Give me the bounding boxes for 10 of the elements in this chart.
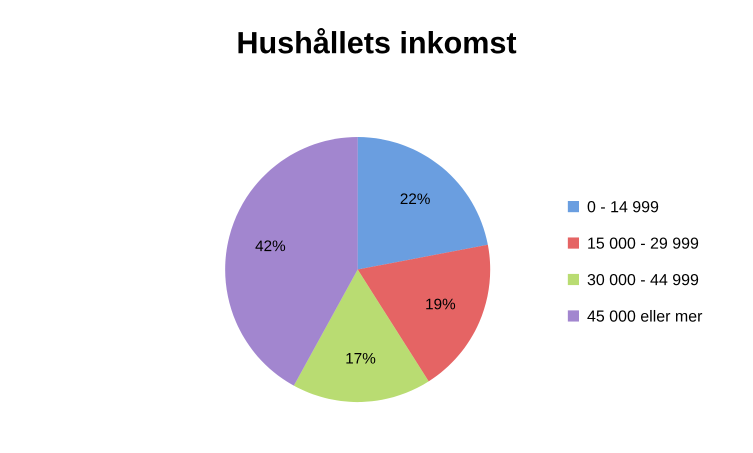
- legend-label: 45 000 eller mer: [587, 310, 702, 322]
- legend-label: 0 - 14 999: [588, 201, 658, 212]
- data-label: 17%: [346, 352, 376, 364]
- data-label: 19%: [426, 298, 456, 310]
- chart-title: Hushållets inkomst: [238, 28, 516, 54]
- legend-label: 30 000 - 44 999: [588, 274, 698, 286]
- data-label: 22%: [400, 193, 430, 204]
- pie-slice: [358, 137, 488, 270]
- legend-label: 15 000 - 29 999: [588, 237, 698, 249]
- data-label: 42%: [255, 240, 286, 252]
